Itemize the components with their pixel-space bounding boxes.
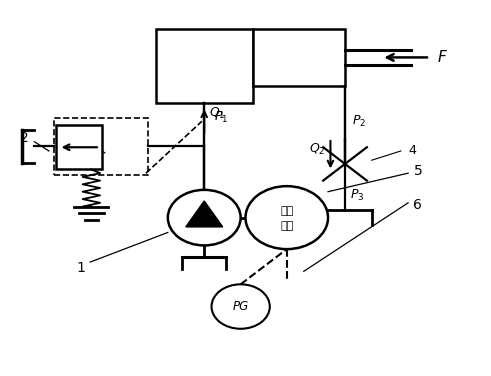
- Circle shape: [212, 284, 270, 329]
- Text: $Q_1$: $Q_1$: [209, 106, 226, 121]
- Text: $P_1$: $P_1$: [214, 110, 228, 125]
- Bar: [56, 125, 102, 170]
- Text: 4: 4: [408, 144, 416, 158]
- Text: 伺服: 伺服: [280, 206, 294, 216]
- Text: 6: 6: [413, 198, 422, 212]
- Bar: [156, 29, 253, 103]
- Bar: [253, 29, 345, 86]
- Text: 3: 3: [74, 130, 82, 144]
- Polygon shape: [186, 201, 223, 227]
- Circle shape: [168, 190, 241, 246]
- Text: 1: 1: [76, 261, 85, 274]
- Text: 5: 5: [413, 164, 422, 178]
- Text: 电机: 电机: [280, 221, 294, 231]
- Text: $P_2$: $P_2$: [353, 114, 366, 129]
- Text: $P_3$: $P_3$: [350, 188, 364, 203]
- Text: 2: 2: [20, 131, 29, 145]
- Circle shape: [246, 186, 328, 249]
- Text: F: F: [437, 50, 446, 65]
- Bar: [54, 118, 148, 175]
- Text: PG: PG: [233, 300, 249, 313]
- Text: $Q_2$: $Q_2$: [309, 141, 325, 157]
